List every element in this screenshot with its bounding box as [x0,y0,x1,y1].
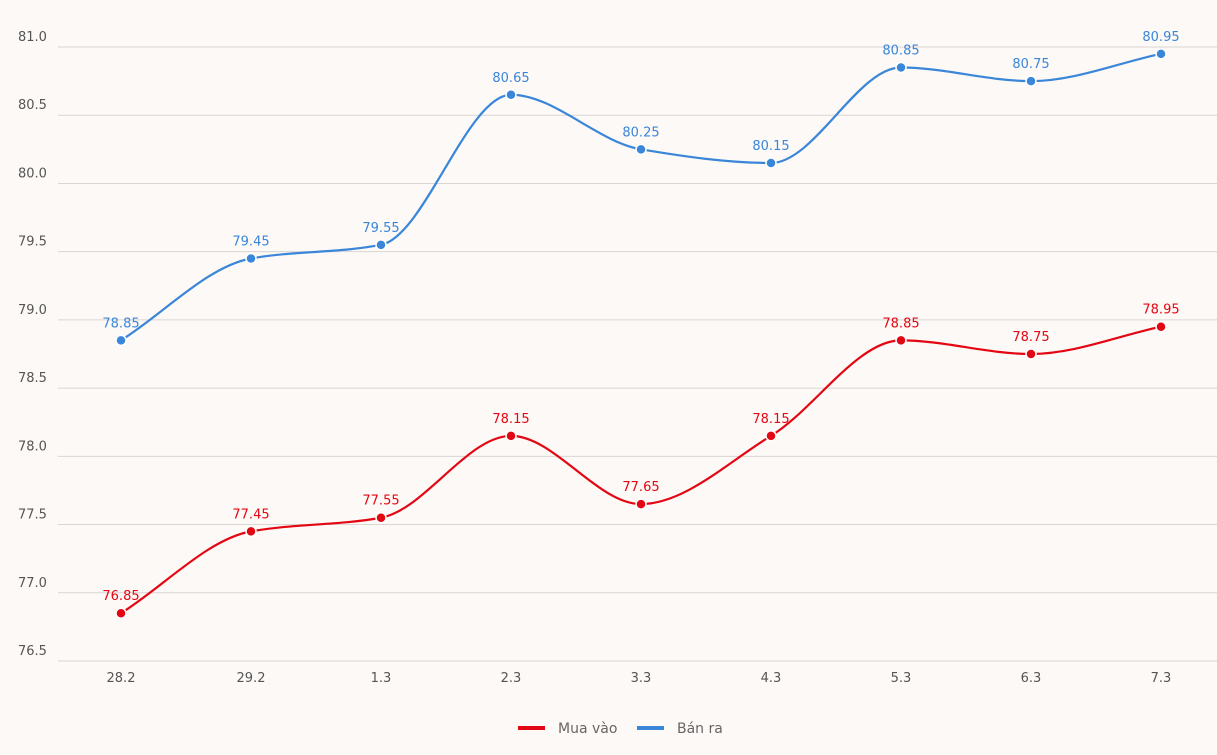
data-point[interactable] [895,61,907,74]
legend-item[interactable]: Bán ra [637,721,723,737]
y-tick-label: 79.0 [18,303,47,318]
data-label: 80.75 [1012,57,1049,72]
y-tick-label: 77.5 [18,508,47,523]
x-tick-label: 28.2 [107,671,136,686]
data-point[interactable] [375,239,387,251]
data-label: 80.95 [1142,30,1179,45]
data-label: 77.55 [362,494,399,509]
y-tick-label: 80.5 [18,98,47,113]
data-point[interactable] [895,334,907,347]
y-tick-label: 80.0 [18,166,47,181]
y-tick-label: 78.0 [18,439,47,454]
series-line [120,325,1162,615]
y-tick-label: 76.5 [18,644,47,659]
x-tick-label: 29.2 [237,671,266,686]
series-ban-ra: 78.85 79.45 79.55 80.65 80.25 80.15 80.85 80.75… [102,30,1180,347]
data-label: 79.55 [362,221,399,236]
legend-item[interactable]: Mua vào [518,721,617,737]
data-point[interactable] [505,89,517,101]
data-point[interactable] [765,430,777,442]
data-point[interactable] [635,143,647,156]
data-point[interactable] [1025,75,1037,87]
data-point[interactable] [635,498,647,510]
data-label: 78.75 [1012,330,1049,345]
data-label: 78.15 [752,412,789,427]
data-point[interactable] [1025,348,1037,360]
x-tick-label: 5.3 [891,671,912,686]
data-label: 80.85 [882,43,919,58]
y-tick-label: 78.5 [18,371,47,386]
x-tick-label: 7.3 [1151,671,1172,686]
y-tick-label: 79.5 [18,235,47,250]
x-tick-label: 2.3 [501,671,522,686]
data-label: 78.85 [882,316,919,331]
legend-label: Mua vào [558,721,617,737]
data-point[interactable] [505,430,517,442]
y-tick-label: 81.0 [18,30,47,45]
data-label: 79.45 [232,234,269,249]
data-label: 80.15 [752,139,789,154]
data-label: 78.15 [492,412,529,427]
series-line [120,52,1162,342]
data-label: 77.65 [622,480,659,495]
y-tick-label: 77.0 [18,576,47,591]
data-point[interactable] [245,252,257,265]
data-point[interactable] [375,511,387,524]
data-point[interactable] [1155,48,1167,60]
series-mua-vao: 76.85 77.45 77.55 78.15 77.65 78.15 78.85 78.75… [102,303,1180,619]
data-point[interactable] [115,334,127,347]
data-label: 80.65 [492,71,529,86]
data-label: 78.85 [102,316,139,331]
data-point[interactable] [765,157,777,169]
x-tick-label: 4.3 [761,671,782,686]
data-label: 80.25 [622,125,659,140]
data-label: 77.45 [232,507,269,522]
data-point[interactable] [245,525,257,538]
data-label: 78.95 [1142,303,1179,318]
x-tick-label: 1.3 [371,671,392,686]
legend-label: Bán ra [677,721,723,737]
data-label: 76.85 [102,589,139,604]
x-tick-label: 3.3 [631,671,652,686]
data-point[interactable] [115,607,127,619]
data-point[interactable] [1155,320,1167,333]
x-tick-label: 6.3 [1021,671,1042,686]
